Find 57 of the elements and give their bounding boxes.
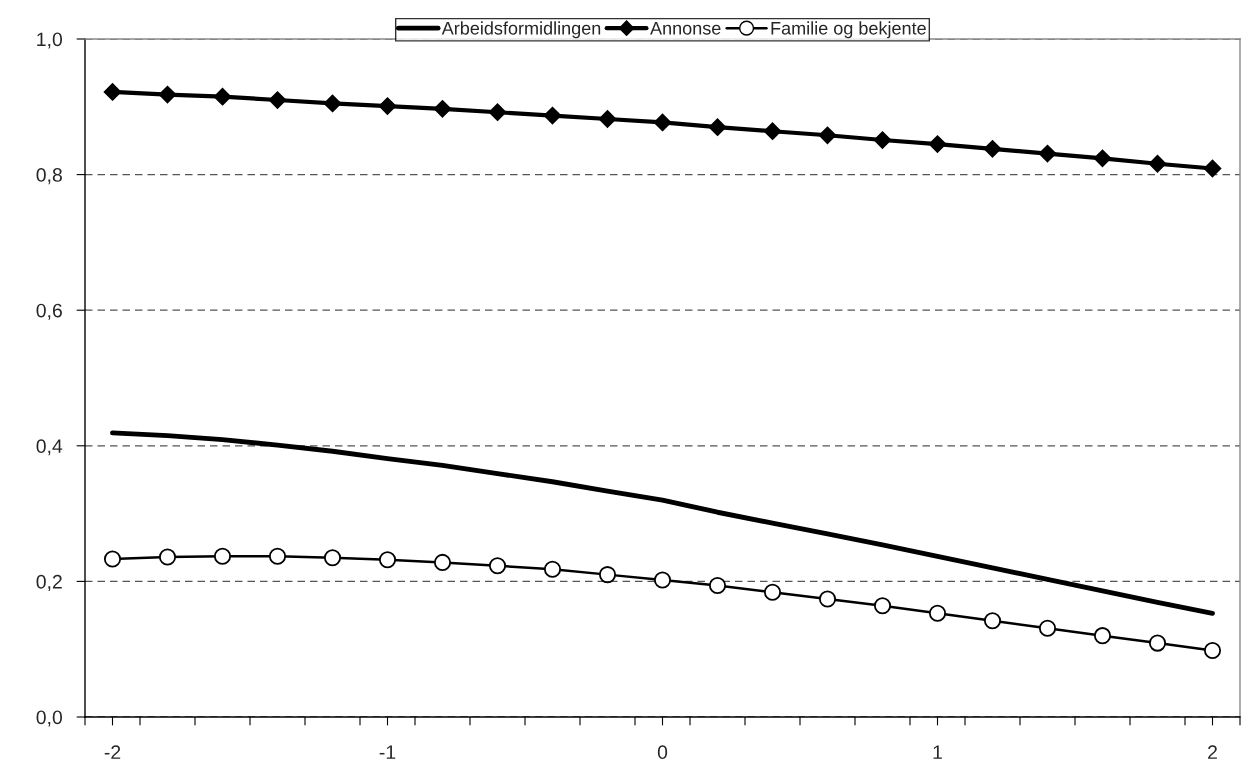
y-tick-label: 0,0 <box>36 710 63 727</box>
point <box>543 106 562 125</box>
line-series <box>110 430 1215 616</box>
point <box>158 85 177 104</box>
point <box>213 547 232 565</box>
point <box>323 94 342 113</box>
x-tick-label: 1 <box>933 745 942 759</box>
point <box>103 83 122 101</box>
point <box>818 126 837 145</box>
point <box>653 113 672 132</box>
point <box>983 612 1002 630</box>
point <box>1203 642 1222 660</box>
point <box>708 576 727 595</box>
point <box>488 103 507 121</box>
point <box>873 131 892 149</box>
point <box>598 110 617 128</box>
legend-label: Familie og bekjente <box>771 21 926 39</box>
point <box>213 87 232 106</box>
point <box>818 590 837 608</box>
point <box>433 100 452 118</box>
point <box>323 549 342 567</box>
point <box>983 140 1002 158</box>
point <box>268 547 287 565</box>
point <box>1148 634 1167 652</box>
y-tick-label: 0,8 <box>36 168 62 185</box>
point <box>158 548 177 566</box>
point <box>378 551 397 569</box>
point <box>1093 627 1112 645</box>
point <box>1038 144 1057 163</box>
x-tick-label: -1 <box>379 745 396 759</box>
point <box>433 553 452 571</box>
point <box>928 135 947 153</box>
point <box>1148 154 1167 173</box>
point <box>708 118 727 136</box>
legend-label: Annonse <box>650 22 721 35</box>
point <box>1093 149 1112 168</box>
point <box>1038 619 1057 637</box>
y-tick-label: 1,0 <box>37 32 63 49</box>
x-tick-label: 2 <box>1208 745 1217 759</box>
point <box>488 557 507 575</box>
point <box>763 122 782 140</box>
point <box>268 91 287 109</box>
point <box>598 566 617 584</box>
y-tick-label: 0,2 <box>36 574 62 591</box>
point <box>103 550 122 568</box>
point <box>1203 159 1222 178</box>
y-tick-label: 0,4 <box>36 439 63 456</box>
legend-label: Arbeidsformidlingen <box>441 21 601 39</box>
point <box>378 97 397 115</box>
x-tick-label: -2 <box>104 745 121 759</box>
point <box>543 560 562 578</box>
point <box>873 597 892 615</box>
y-tick-label: 0,6 <box>36 303 62 320</box>
point <box>928 604 947 622</box>
x-tick-label: 0 <box>657 745 668 760</box>
point <box>763 583 782 601</box>
point <box>653 571 672 589</box>
